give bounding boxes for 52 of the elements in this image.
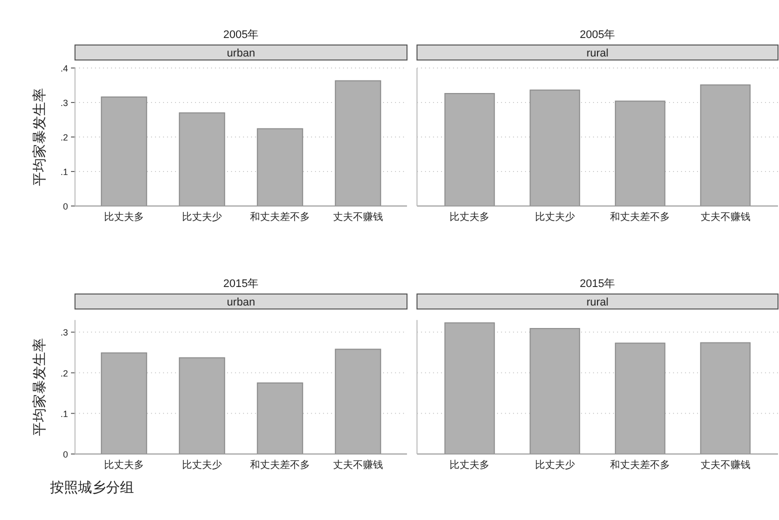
chart-title: 2005年 (223, 29, 259, 41)
chart-subtitle: urban (226, 48, 256, 60)
chart-subtitle: rural (586, 296, 609, 308)
bar (100, 352, 148, 454)
x-tick-label: 丈夫不赚钱 (700, 459, 750, 471)
bar (334, 80, 382, 206)
y-tick-label: .1 (60, 408, 68, 419)
x-tick-label: 比丈夫多 (450, 459, 490, 471)
x-tick-label: 比丈夫多 (450, 211, 490, 223)
chart-title: 2015年 (580, 278, 616, 290)
bar (100, 96, 148, 206)
bar (334, 348, 382, 454)
bar (700, 342, 751, 454)
x-tick-label: 丈夫不赚钱 (700, 211, 750, 223)
bar (256, 128, 304, 206)
bar (614, 100, 666, 206)
x-axis-title: 按照城乡分组 (50, 479, 134, 495)
x-tick-label: 和丈夫差不多 (250, 459, 310, 471)
y-axis-title: 平均家暴发生率 (31, 88, 47, 186)
chart-title: 2005年 (580, 29, 616, 41)
y-tick-label: .2 (60, 132, 68, 142)
x-tick-label: 比丈夫少 (534, 459, 575, 471)
x-tick-label: 比丈夫少 (182, 459, 222, 471)
y-axis-title: 平均家暴发生率 (31, 338, 47, 436)
y-tick-label: 0 (62, 202, 68, 212)
bar (614, 342, 666, 454)
chart-title: 2015年 (223, 278, 259, 290)
x-tick-label: 和丈夫差不多 (610, 211, 670, 223)
chart-subtitle: urban (226, 296, 256, 308)
y-tick-label: .1 (60, 167, 68, 177)
bar (444, 93, 495, 206)
bar (256, 382, 304, 454)
y-tick-label: .4 (60, 64, 68, 74)
y-tick-label: 0 (62, 450, 68, 460)
chart-subtitle: rural (586, 48, 609, 60)
bar (530, 328, 580, 454)
x-tick-label: 比丈夫少 (182, 211, 222, 223)
x-tick-label: 丈夫不赚钱 (333, 459, 383, 471)
y-tick-label: .3 (60, 328, 68, 338)
x-tick-label: 和丈夫差不多 (250, 211, 310, 223)
bar (530, 90, 580, 206)
y-tick-label: .3 (60, 98, 68, 108)
x-tick-label: 比丈夫多 (104, 211, 144, 223)
bar (178, 357, 226, 454)
x-tick-label: 比丈夫少 (534, 211, 575, 223)
bar (178, 112, 226, 206)
x-tick-label: 比丈夫多 (104, 459, 144, 471)
y-tick-label: .2 (60, 368, 68, 378)
bar (444, 322, 495, 454)
bar (700, 84, 751, 206)
x-tick-label: 丈夫不赚钱 (333, 211, 383, 223)
x-tick-label: 和丈夫差不多 (610, 459, 670, 471)
